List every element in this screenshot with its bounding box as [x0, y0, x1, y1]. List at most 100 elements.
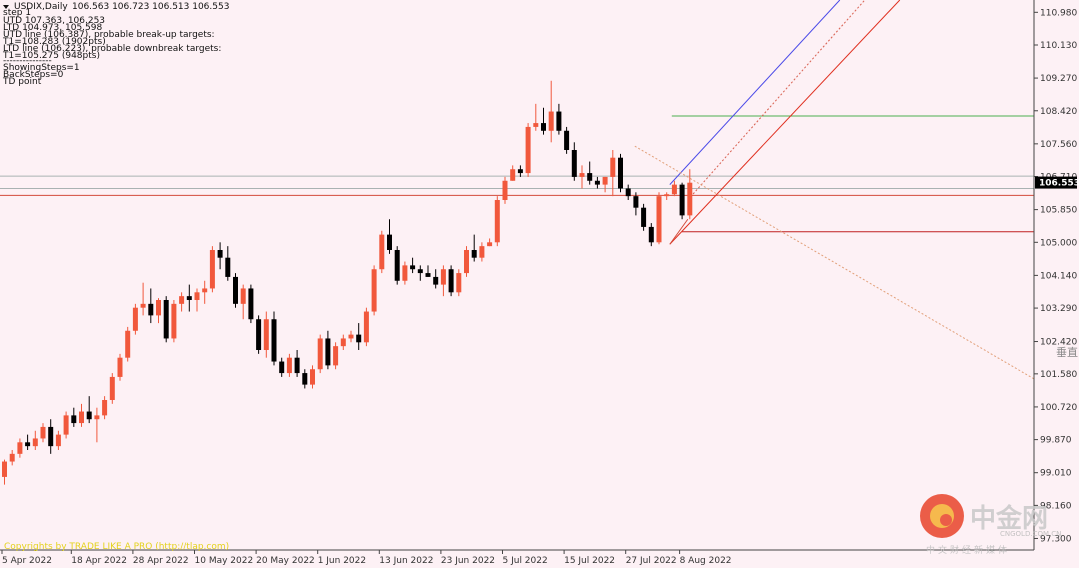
- indicator-line: step 1: [3, 8, 31, 18]
- candle-body: [387, 234, 392, 250]
- candle-body: [379, 234, 385, 270]
- candle-body: [271, 319, 277, 362]
- copyright-text: Copyrights by TRADE LIKE A PRO (http://t…: [4, 542, 229, 552]
- candle-body: [433, 276, 439, 285]
- candle-body: [63, 415, 69, 435]
- price-tick-label: 104.140: [1040, 271, 1077, 281]
- candle-body: [402, 265, 408, 281]
- candle-body: [186, 296, 192, 300]
- candle-body: [487, 242, 493, 247]
- indicator-line: ShowingSteps=1: [3, 63, 80, 73]
- ohlc-values: 106.563 106.723 106.513 106.553: [72, 2, 229, 12]
- candle-body: [464, 250, 469, 274]
- descending-dotted-line: [634, 145, 1035, 380]
- indicator-line: BackSteps=0: [3, 70, 64, 80]
- time-tick-label: 13 Jun 2022: [379, 556, 433, 566]
- symbol-title: USDIX,Daily: [14, 2, 68, 12]
- watermark-url: CNGOLD.COM.CN: [1000, 530, 1061, 538]
- candle-body: [340, 338, 346, 347]
- indicator-line: T1=105.275 (948pts): [2, 51, 100, 61]
- indicator-line: TD point: [2, 77, 42, 87]
- candle-body: [9, 453, 15, 462]
- indicator-line: LTD 104.973, 105.598: [3, 23, 102, 33]
- candle-body: [641, 207, 647, 227]
- candle-body: [333, 346, 339, 366]
- candle-body: [656, 196, 662, 243]
- candle-body: [533, 123, 539, 127]
- candle-body: [109, 376, 115, 400]
- utd-channel-line: [669, 0, 841, 185]
- candle-body: [510, 169, 516, 181]
- candles: [2, 80, 693, 485]
- candle-body: [25, 442, 31, 447]
- indicator-line: UTD line (106.387), probable break-up ta…: [3, 30, 215, 40]
- candle-body: [394, 250, 400, 281]
- candle-body: [102, 400, 108, 416]
- candle-body: [263, 319, 269, 350]
- time-tick-label: 8 Aug 2022: [680, 556, 732, 566]
- candle-body: [625, 188, 631, 197]
- candle-body: [425, 273, 431, 277]
- candle-body: [410, 265, 416, 270]
- watermark-subtitle: 中文财经新媒体: [926, 544, 1010, 556]
- candle-body: [541, 123, 546, 131]
- candle-body: [148, 303, 154, 316]
- candle-body: [348, 334, 354, 339]
- time-tick-label: 18 Apr 2022: [71, 556, 127, 566]
- candle-body: [194, 292, 200, 300]
- price-tick-label: 98.160: [1040, 501, 1072, 511]
- candle-body: [602, 176, 608, 185]
- time-tick-label: 20 May 2022: [256, 556, 315, 566]
- chart-header: USDIX,Daily 106.563 106.723 106.513 106.…: [3, 2, 229, 12]
- watermark-brand: 中金网: [970, 503, 1048, 534]
- time-tick-label: 28 Apr 2022: [133, 556, 189, 566]
- candle-body: [571, 150, 577, 177]
- candle-body: [564, 130, 570, 150]
- candle-body: [94, 415, 100, 420]
- ltd-channel-line: [669, 0, 901, 245]
- price-tick-label: 103.290: [1040, 304, 1077, 314]
- candle-body: [163, 300, 169, 339]
- candle-body: [671, 184, 677, 195]
- candle-body: [517, 169, 523, 174]
- candle-body: [356, 334, 362, 343]
- candle-body: [548, 111, 554, 131]
- price-tick-label: 100.720: [1040, 403, 1077, 413]
- candle-body: [325, 338, 331, 366]
- candle-body: [132, 307, 138, 331]
- candle-body: [86, 411, 92, 420]
- candle-body: [417, 269, 423, 274]
- candle-body: [502, 180, 508, 200]
- time-tick-label: 1 Jun 2022: [318, 556, 366, 566]
- candle-body: [48, 426, 54, 447]
- candle-body: [587, 173, 593, 181]
- candle-body: [171, 303, 177, 339]
- candle-body: [594, 180, 600, 185]
- price-tick-label: 101.580: [1040, 370, 1077, 380]
- time-tick-label: 5 Apr 2022: [2, 556, 52, 566]
- candle-body: [2, 461, 7, 477]
- logo-swirl-icon: [940, 514, 952, 526]
- price-tick-label: 109.270: [1040, 74, 1077, 84]
- time-tick-label: 5 Jul 2022: [503, 556, 548, 566]
- current-price-marker: 106.553: [1035, 176, 1079, 189]
- time-axis: 5 Apr 2022 18 Apr 2022 28 Apr 2022 10 May 2…: [1, 550, 732, 566]
- candle-body: [618, 157, 623, 189]
- indicator-line: UTD 107.363, 106.253: [3, 16, 105, 26]
- candle-body: [202, 288, 208, 293]
- vertical-label: 垂直: [1056, 345, 1078, 359]
- candle-body: [256, 319, 262, 350]
- candle-body: [610, 157, 616, 177]
- candle-body: [294, 357, 300, 374]
- candle-body: [633, 196, 639, 208]
- candle-body: [79, 411, 84, 424]
- candle-body: [217, 250, 223, 258]
- triangle-down-icon[interactable]: [3, 5, 9, 9]
- candle-body: [456, 273, 462, 293]
- candle-body: [55, 434, 61, 447]
- candle-body: [233, 276, 238, 304]
- candle-body: [279, 361, 285, 374]
